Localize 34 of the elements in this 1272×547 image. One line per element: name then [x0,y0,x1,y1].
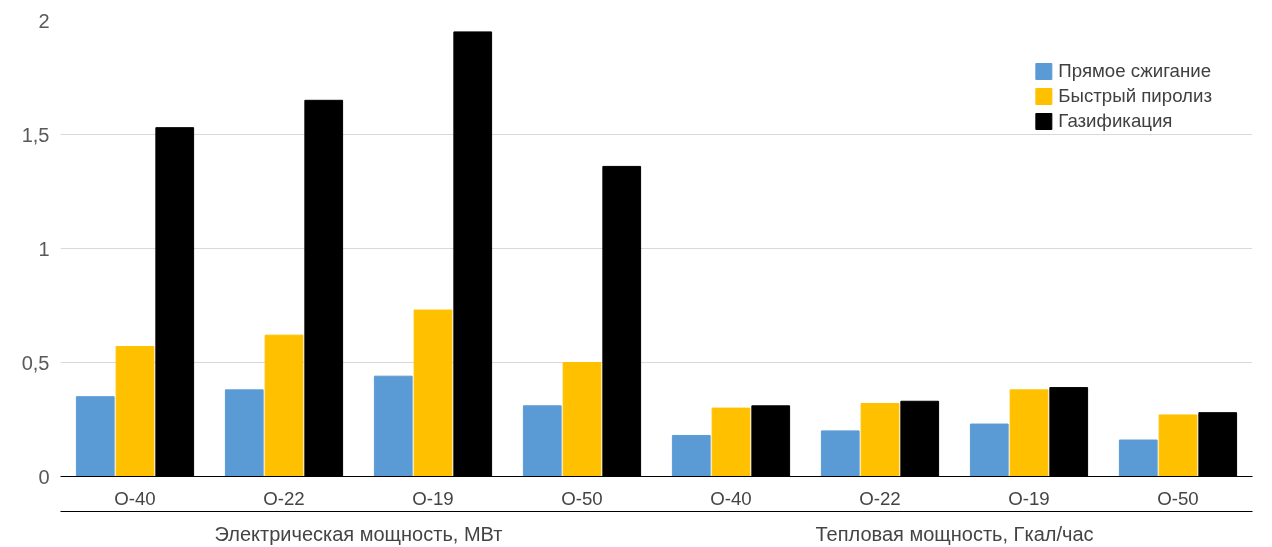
x-tick-label: O-19 [1008,487,1050,509]
bar [1158,414,1198,477]
bar [373,375,413,477]
bar [115,346,155,477]
bar [860,403,900,477]
bar [820,430,860,477]
bar [1009,389,1049,477]
bar [224,389,264,477]
bar [522,405,562,477]
bar [711,407,751,477]
x-tick-label: O-50 [1157,487,1199,509]
legend-label: Прямое сжигание [1058,60,1212,82]
bar [264,334,304,477]
bar [1118,439,1158,477]
text: Электрическая мощность, МВт [214,522,503,545]
y-tick-label: 1 [38,237,50,260]
bar [671,434,711,477]
x-tick-label: O-19 [412,487,454,509]
bar [413,309,453,477]
y-tick-label: 2 [38,9,50,32]
y-tick-label: 0 [38,465,50,488]
x-tick-label: O-22 [263,487,305,509]
bar [75,396,115,477]
x-tick-label: O-40 [114,487,156,509]
y-tick-label: 1,5 [21,123,50,146]
legend-label: Быстрый пиролиз [1058,85,1212,107]
y-tick-label: 0,5 [21,351,50,374]
legend-label: Газификация [1058,110,1173,132]
x-tick-label: O-40 [710,487,752,509]
bar [562,362,602,477]
text: Тепловая мощность, Гкал/час [815,522,1094,545]
x-tick-label: O-50 [561,487,603,509]
x-tick-label: O-22 [859,487,901,509]
bar [969,423,1009,477]
